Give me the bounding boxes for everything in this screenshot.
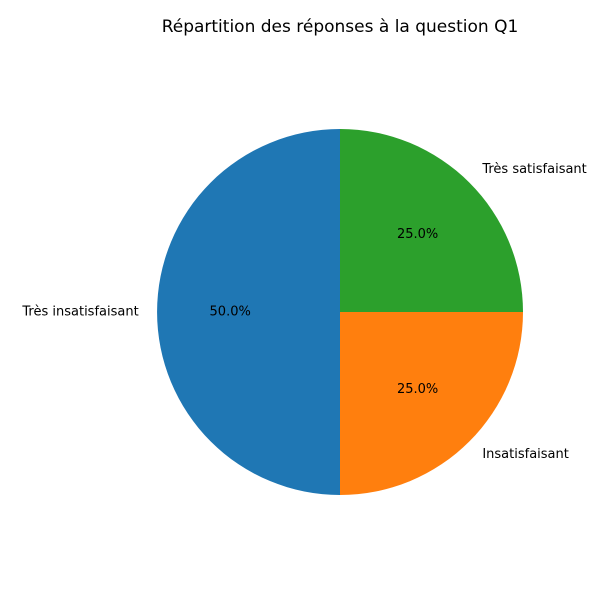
pie-slice-tres-insatisfaisant: [157, 129, 340, 495]
pie-slice-insatisfaisant: [340, 312, 523, 495]
pie-slices: [157, 129, 523, 495]
slice-label-tres-satisfaisant: Très satisfaisant: [481, 162, 586, 177]
slice-percent-tres-satisfaisant: 25.0%: [397, 227, 438, 242]
pie-slice-tres-satisfaisant: [340, 129, 523, 312]
slice-label-insatisfaisant: Insatisfaisant: [482, 447, 569, 462]
chart-title: Répartition des réponses à la question Q…: [162, 17, 519, 37]
slice-percent-tres-insatisfaisant: 50.0%: [210, 305, 251, 320]
slice-label-tres-insatisfaisant: Très insatisfaisant: [21, 305, 138, 320]
slice-percent-insatisfaisant: 25.0%: [397, 382, 438, 397]
pie-labels: Très insatisfaisant 50.0% Insatisfaisant 25…: [21, 162, 586, 462]
